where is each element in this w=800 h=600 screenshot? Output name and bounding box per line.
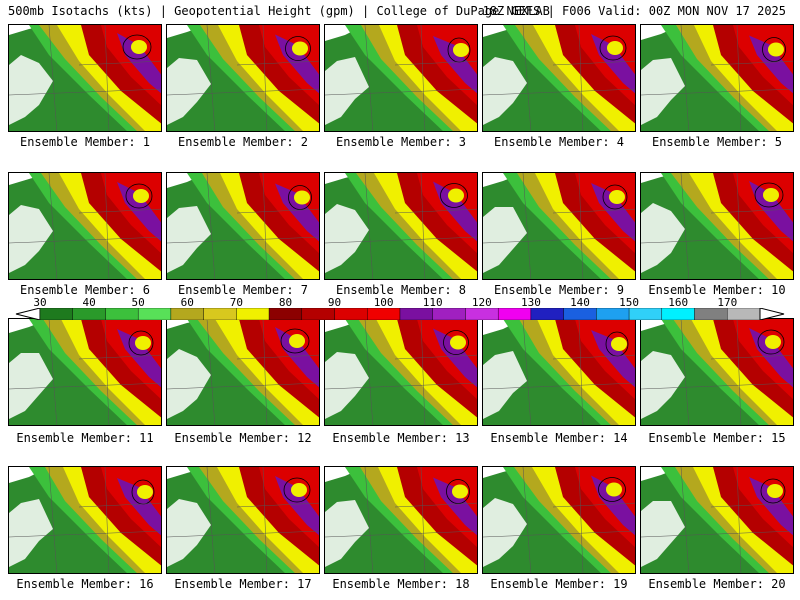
ensemble-panel [8,466,162,574]
colorbar-tick-label: 120 [471,296,492,309]
ensemble-panel [482,172,636,280]
ensemble-member-label: Ensemble Member: 15 [648,431,786,445]
ensemble-panel [482,466,636,574]
ensemble-member-label: Ensemble Member: 20 [648,577,786,591]
ensemble-member-label: Ensemble Member: 12 [174,431,312,445]
ensemble-panel [482,318,636,426]
colorbar-labels: 30 40 50 60 70 80 90 100 110 120 130 140 150 160 170 [0,296,800,310]
colorbar-tick-label: 110 [422,296,443,309]
ensemble-panel [8,24,162,132]
ensemble-panel [166,24,320,132]
colorbar-swatch [628,308,663,320]
colorbar-tick-label: 160 [668,296,689,309]
colorbar-swatch [170,308,204,320]
colorbar-tick-label: 90 [327,296,342,309]
colorbar-swatch [727,308,761,320]
colorbar-tick-label: 30 [33,296,47,309]
colorbar-swatch [530,308,564,320]
colorbar-swatch [39,308,73,320]
ensemble-panel [166,318,320,426]
ensemble-member-label: Ensemble Member: 18 [332,577,470,591]
ensemble-panel [166,466,320,574]
ensemble-panel [166,172,320,280]
colorbar-tick-label: 170 [717,296,738,309]
ensemble-member-label: Ensemble Member: 10 [648,283,786,297]
ensemble-panel [640,172,794,280]
colorbar-max-arrow [759,308,785,320]
colorbar-swatch [105,308,139,320]
ensemble-panel [8,172,162,280]
model-run-label: 18Z GEFS | F006 Valid: 00Z MON NOV 17 20… [482,4,786,18]
colorbar-tick-label: 130 [520,296,541,309]
colorbar-swatch [367,308,401,320]
ensemble-panel [324,24,478,132]
colorbar-tick-label: 150 [619,296,640,309]
ensemble-member-label: Ensemble Member: 19 [490,577,628,591]
colorbar-swatch [465,308,499,320]
colorbar-min-arrow [15,308,41,320]
map-title: 500mb Isotachs (kts) | Geopotential Heig… [8,4,550,18]
colorbar-swatch [399,308,433,320]
ensemble-member-label: Ensemble Member: 4 [493,135,625,149]
colorbar [15,308,785,320]
ensemble-panel [324,318,478,426]
colorbar-tick-label: 50 [131,296,145,309]
colorbar-swatch [497,308,532,320]
colorbar-swatch [301,308,335,320]
colorbar-swatch [268,308,303,320]
colorbar-swatch [203,308,237,320]
ensemble-member-label: Ensemble Member: 11 [16,431,154,445]
colorbar-swatch [596,308,630,320]
ensemble-member-label: Ensemble Member: 13 [332,431,470,445]
colorbar-tick-label: 140 [570,296,590,309]
colorbar-tick-label: 100 [373,296,394,309]
ensemble-member-label: Ensemble Member: 14 [490,431,628,445]
ensemble-panel [8,318,162,426]
ensemble-panel [640,24,794,132]
ensemble-member-label: Ensemble Member: 8 [335,283,467,297]
ensemble-panel [482,24,636,132]
colorbar-tick-label: 80 [278,296,293,309]
ensemble-panel [324,466,478,574]
ensemble-panel [640,466,794,574]
ensemble-member-label: Ensemble Member: 6 [19,283,151,297]
ensemble-member-label: Ensemble Member: 1 [19,135,151,149]
ensemble-member-label: Ensemble Member: 5 [651,135,783,149]
ensemble-member-label: Ensemble Member: 7 [177,283,309,297]
ensemble-member-label: Ensemble Member: 16 [16,577,154,591]
colorbar-swatch [694,308,728,320]
colorbar-swatch [563,308,597,320]
colorbar-swatch [137,308,172,320]
colorbar-tick-label: 70 [229,296,243,309]
colorbar-swatch [334,308,368,320]
ensemble-member-label: Ensemble Member: 9 [493,283,625,297]
colorbar-swatch [236,308,270,320]
colorbar-swatch [432,308,466,320]
colorbar-tick-label: 60 [180,296,194,309]
ensemble-panel [640,318,794,426]
colorbar-tick-label: 40 [82,296,96,309]
ensemble-member-label: Ensemble Member: 17 [174,577,312,591]
ensemble-member-label: Ensemble Member: 3 [335,135,467,149]
colorbar-swatch [72,308,106,320]
ensemble-panel [324,172,478,280]
ensemble-member-label: Ensemble Member: 2 [177,135,309,149]
colorbar-swatch [661,308,695,320]
